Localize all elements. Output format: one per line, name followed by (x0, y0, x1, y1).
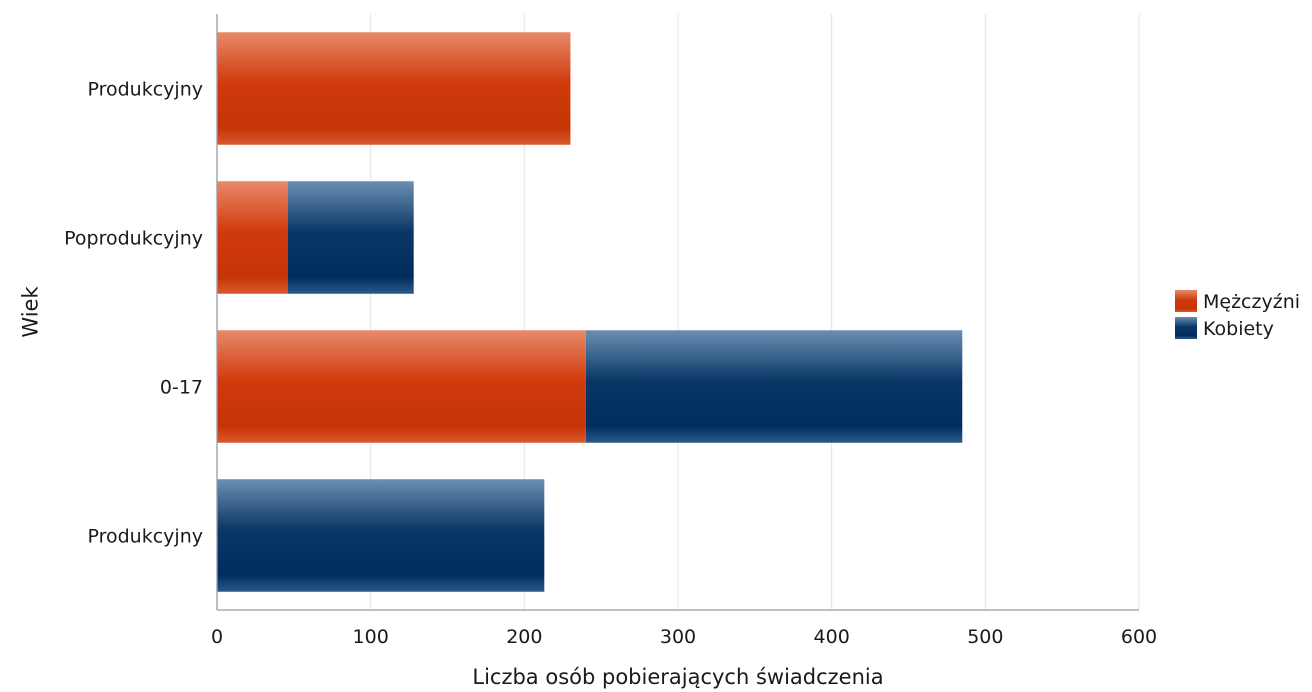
y-tick-label: Produkcyjny (87, 526, 203, 548)
legend-label: Kobiety (1203, 318, 1274, 340)
bar (217, 32, 570, 144)
legend-swatch (1175, 317, 1197, 339)
x-axis-title: Liczba osób pobierających świadczenia (472, 665, 883, 689)
legend: Mężczyźni Kobiety (1175, 290, 1300, 340)
y-tick-labels: Produkcyjny Poprodukcyjny 0-17 Produkcyjny (64, 79, 203, 548)
x-tick-label: 300 (660, 626, 696, 648)
y-tick-label: Poprodukcyjny (64, 228, 203, 250)
bars (217, 32, 962, 591)
bar (217, 479, 544, 591)
y-tick-label: 0-17 (160, 377, 203, 399)
x-tick-label: 400 (814, 626, 850, 648)
x-tick-label: 0 (211, 626, 223, 648)
y-tick-label: Produkcyjny (87, 79, 203, 101)
y-axis-title: Wiek (18, 286, 42, 338)
x-tick-labels: 0 100 200 300 400 500 600 (211, 626, 1157, 648)
x-tick-label: 200 (506, 626, 542, 648)
legend-label: Mężczyźni (1203, 291, 1300, 313)
bar (217, 181, 288, 293)
x-tick-label: 600 (1121, 626, 1157, 648)
bar (288, 181, 414, 293)
legend-swatch (1175, 290, 1197, 312)
x-tick-label: 500 (967, 626, 1003, 648)
x-tick-label: 100 (353, 626, 389, 648)
bar (586, 330, 962, 442)
bar (217, 330, 586, 442)
